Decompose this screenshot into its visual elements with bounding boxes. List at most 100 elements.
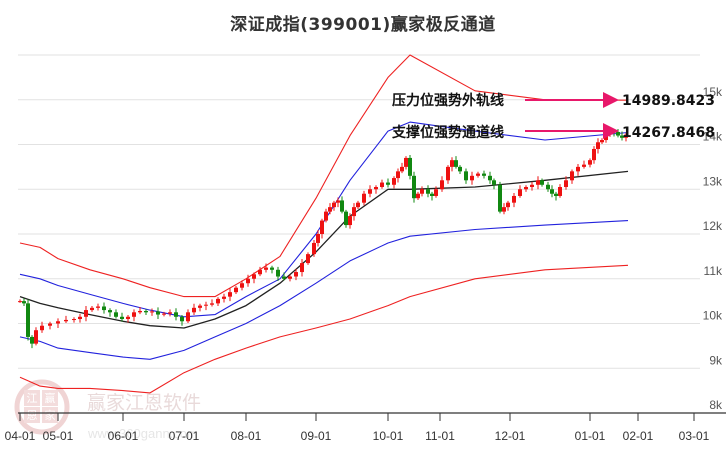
candle-up bbox=[348, 216, 352, 226]
candle-down bbox=[30, 336, 34, 344]
candle-up bbox=[356, 202, 360, 208]
candle-up bbox=[588, 160, 592, 165]
candle-up bbox=[324, 211, 328, 221]
candle-up bbox=[536, 180, 540, 185]
candle-up bbox=[64, 319, 68, 322]
candle-up bbox=[434, 189, 438, 196]
candle-up bbox=[332, 202, 336, 208]
candle-up bbox=[48, 323, 52, 326]
candle-up bbox=[216, 298, 220, 304]
candle-down bbox=[550, 189, 554, 194]
inner-upper-band bbox=[19, 121, 629, 318]
candle-up bbox=[396, 171, 400, 179]
candle-up bbox=[312, 242, 316, 255]
middle-line bbox=[19, 170, 629, 329]
candle-up bbox=[246, 278, 250, 284]
x-tick-label: 07-01 bbox=[169, 429, 200, 443]
candle-up bbox=[40, 325, 44, 331]
candle-up bbox=[210, 303, 214, 305]
candle-down bbox=[408, 157, 412, 176]
candle-up bbox=[392, 178, 396, 185]
candle-down bbox=[270, 267, 274, 270]
candle-down bbox=[492, 180, 496, 185]
candle-up bbox=[300, 263, 304, 273]
annotation-value: 14267.8468 bbox=[622, 125, 715, 141]
candle-up bbox=[470, 175, 474, 181]
candle-down bbox=[22, 301, 26, 304]
candle-up bbox=[78, 316, 82, 320]
watermark-seal-cell bbox=[24, 407, 40, 423]
candle-up bbox=[192, 307, 196, 313]
candle-down bbox=[102, 306, 106, 311]
annotation-value: 14989.8423 bbox=[622, 93, 715, 109]
candle-down bbox=[426, 189, 430, 194]
candle-up bbox=[362, 193, 366, 203]
candle-up bbox=[252, 274, 256, 279]
candle-down bbox=[282, 276, 286, 279]
candle-up bbox=[84, 310, 88, 317]
candle-up bbox=[476, 173, 480, 176]
candle-down bbox=[616, 131, 620, 136]
candle-down bbox=[498, 184, 502, 212]
candle-down bbox=[540, 180, 544, 185]
candle-up bbox=[506, 202, 510, 208]
candle-up bbox=[90, 307, 94, 311]
x-tick-label: 02-01 bbox=[623, 429, 654, 443]
candle-down bbox=[488, 175, 492, 181]
candle-up bbox=[258, 269, 262, 275]
inner-lower-band bbox=[19, 220, 629, 360]
outer-upper-band bbox=[19, 54, 629, 298]
watermark-brand: 赢家江恩软件 bbox=[87, 392, 201, 414]
watermark-seal-char: 恩 bbox=[27, 409, 38, 422]
candle-up bbox=[72, 319, 76, 321]
candle-down bbox=[458, 166, 462, 172]
x-tick-label: 06-01 bbox=[108, 429, 139, 443]
candle-up bbox=[138, 310, 142, 313]
candle-up bbox=[222, 296, 226, 299]
candle-down bbox=[26, 303, 30, 337]
candle-down bbox=[430, 193, 434, 196]
x-tick-label: 05-01 bbox=[43, 429, 74, 443]
candle-up bbox=[352, 207, 356, 217]
x-tick-label: 09-01 bbox=[301, 429, 332, 443]
candle-down bbox=[554, 193, 558, 196]
x-tick-label: 04-01 bbox=[5, 429, 36, 443]
candle-down bbox=[344, 211, 348, 226]
watermark-seal-char: 江 bbox=[27, 392, 38, 405]
outer-lower-band bbox=[19, 264, 629, 394]
annotations: 压力位强势外轨线 14989.8423 支撑位强势通道线 14267.8468 bbox=[391, 92, 715, 141]
candle-up bbox=[518, 189, 522, 196]
candle-up bbox=[420, 189, 424, 194]
candle-up bbox=[96, 306, 100, 308]
candle-up bbox=[596, 142, 600, 149]
candle-up bbox=[404, 157, 408, 167]
candle-up bbox=[446, 166, 450, 181]
axes: 8k 9k 10k 11k 12k 13k 14k 15k 04-01 05-01 06-01 07-… bbox=[5, 85, 726, 443]
candle-up bbox=[168, 312, 172, 314]
annotation-label: 支撑位强势通道线 bbox=[391, 124, 504, 141]
candle-up bbox=[564, 180, 568, 188]
candle-down bbox=[482, 173, 486, 176]
y-tick-label: 15k bbox=[703, 85, 723, 99]
y-tick-label: 9k bbox=[709, 353, 723, 367]
x-tick-label: 03-01 bbox=[679, 429, 710, 443]
x-tick-label: 08-01 bbox=[231, 429, 262, 443]
x-tick-label: 01-01 bbox=[575, 429, 606, 443]
candle-up bbox=[198, 305, 202, 308]
candle-up bbox=[336, 200, 340, 203]
candle-up bbox=[126, 316, 130, 320]
chart-title: 深证成指(399001)赢家极反通道 bbox=[230, 15, 496, 35]
candle-up bbox=[234, 287, 238, 293]
candle-up bbox=[582, 164, 586, 167]
candle-up bbox=[132, 312, 136, 317]
candle-up bbox=[512, 195, 516, 203]
y-tick-label: 10k bbox=[703, 309, 723, 323]
candle-up bbox=[56, 321, 60, 324]
candle-down bbox=[114, 312, 118, 317]
candle-down bbox=[108, 310, 112, 313]
candle-up bbox=[600, 140, 604, 143]
watermark-url: www.360gann.com bbox=[87, 426, 198, 441]
candle-up bbox=[576, 166, 580, 172]
candle-up bbox=[162, 313, 166, 315]
